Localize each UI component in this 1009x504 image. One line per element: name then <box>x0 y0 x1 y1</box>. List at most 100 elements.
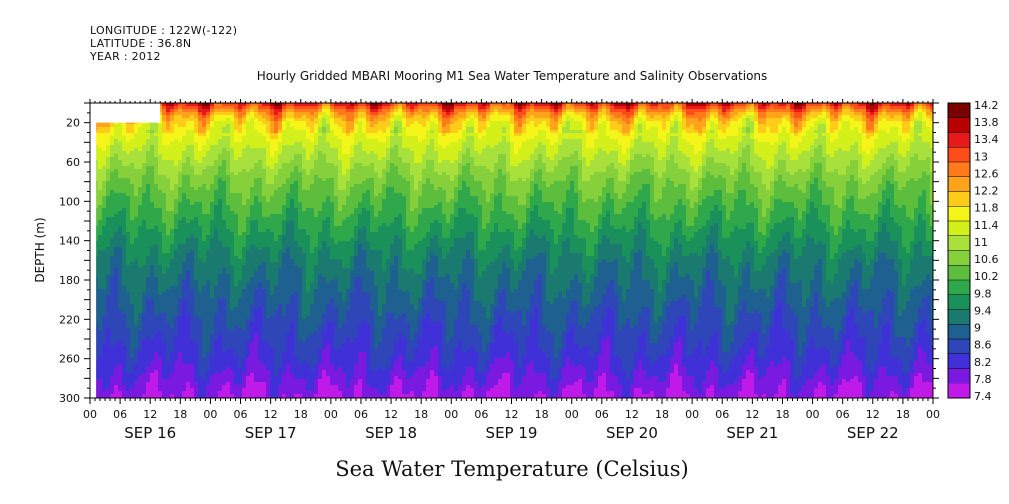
heat-cell <box>138 202 143 206</box>
heat-cell <box>186 277 191 281</box>
heat-cell <box>182 379 187 383</box>
heat-cell <box>162 316 167 320</box>
heat-cell <box>202 310 207 314</box>
heat-cell <box>226 394 231 398</box>
heat-cell <box>146 127 151 131</box>
heat-cell <box>174 154 179 158</box>
heat-cell <box>238 166 243 170</box>
heat-cell <box>186 145 191 149</box>
heat-cell <box>250 220 255 224</box>
heat-cell <box>270 229 275 233</box>
heat-cell <box>174 331 179 335</box>
heat-cell <box>206 307 211 311</box>
heat-cell <box>178 127 183 131</box>
heat-cell <box>270 238 275 242</box>
heat-cell <box>130 349 135 353</box>
heat-cell <box>158 202 163 206</box>
heat-cell <box>290 112 295 116</box>
heat-cell <box>258 394 263 398</box>
heat-cell <box>178 364 183 368</box>
heat-cell <box>150 214 155 218</box>
heat-cell <box>130 160 135 164</box>
heat-cell <box>106 313 111 317</box>
heat-cell <box>190 160 195 164</box>
heat-cell <box>174 352 179 356</box>
heat-cell <box>166 364 171 368</box>
heat-cell <box>198 160 203 164</box>
heat-cell <box>174 193 179 197</box>
heat-cell <box>194 163 199 167</box>
heat-cell <box>118 142 123 146</box>
heat-cell <box>230 154 235 158</box>
heat-cell <box>106 394 111 398</box>
heat-cell <box>154 127 159 131</box>
heat-cell <box>262 124 267 128</box>
heat-cell <box>178 238 183 242</box>
heat-cell <box>170 244 175 248</box>
heat-cell <box>134 310 139 314</box>
heat-cell <box>118 295 123 299</box>
heat-cell <box>222 313 227 317</box>
heat-cell <box>250 277 255 281</box>
heat-cell <box>182 265 187 269</box>
heat-cell <box>118 367 123 371</box>
heat-cell <box>290 133 295 137</box>
heat-cell <box>162 319 167 323</box>
heat-cell <box>150 127 155 131</box>
heat-cell <box>138 289 143 293</box>
heat-cell <box>218 106 223 110</box>
heat-cell <box>102 130 107 134</box>
heat-cell <box>222 217 227 221</box>
heat-cell <box>226 298 231 302</box>
heat-cell <box>194 388 199 392</box>
heat-cell <box>238 385 243 389</box>
heat-cell <box>110 232 115 236</box>
heat-cell <box>214 118 219 122</box>
heat-cell <box>194 385 199 389</box>
heat-cell <box>98 130 103 134</box>
heat-cell <box>286 352 291 356</box>
heat-cell <box>150 274 155 278</box>
heat-cell <box>230 271 235 275</box>
heat-cell <box>138 388 143 392</box>
heat-cell <box>158 322 163 326</box>
heat-cell <box>234 202 239 206</box>
heat-cell <box>230 325 235 329</box>
heat-cell <box>242 220 247 224</box>
heat-cell <box>102 316 107 320</box>
heat-cell <box>138 127 143 131</box>
heat-cell <box>242 151 247 155</box>
heat-cell <box>218 190 223 194</box>
heat-cell <box>210 298 215 302</box>
heat-cell <box>174 130 179 134</box>
heat-cell <box>98 361 103 365</box>
heat-cell <box>242 247 247 251</box>
heat-cell <box>98 184 103 188</box>
heat-cell <box>154 163 159 167</box>
heat-cell <box>98 385 103 389</box>
heat-cell <box>214 124 219 128</box>
heat-cell <box>282 184 287 188</box>
heat-cell <box>126 232 131 236</box>
heat-cell <box>238 169 243 173</box>
heat-cell <box>222 268 227 272</box>
heat-cell <box>270 262 275 266</box>
heat-cell <box>134 331 139 335</box>
heat-cell <box>130 169 135 173</box>
heat-cell <box>114 124 119 128</box>
heat-cell <box>186 229 191 233</box>
heat-cell <box>278 232 283 236</box>
heat-cell <box>158 376 163 380</box>
heat-cell <box>290 157 295 161</box>
heat-cell <box>258 316 263 320</box>
heat-cell <box>274 367 279 371</box>
heat-cell <box>250 163 255 167</box>
heat-cell <box>138 193 143 197</box>
heat-cell <box>274 112 279 116</box>
heat-cell <box>234 211 239 215</box>
heat-cell <box>262 352 267 356</box>
heat-cell <box>214 187 219 191</box>
heat-cell <box>190 127 195 131</box>
heat-cell <box>230 331 235 335</box>
heat-cell <box>146 232 151 236</box>
